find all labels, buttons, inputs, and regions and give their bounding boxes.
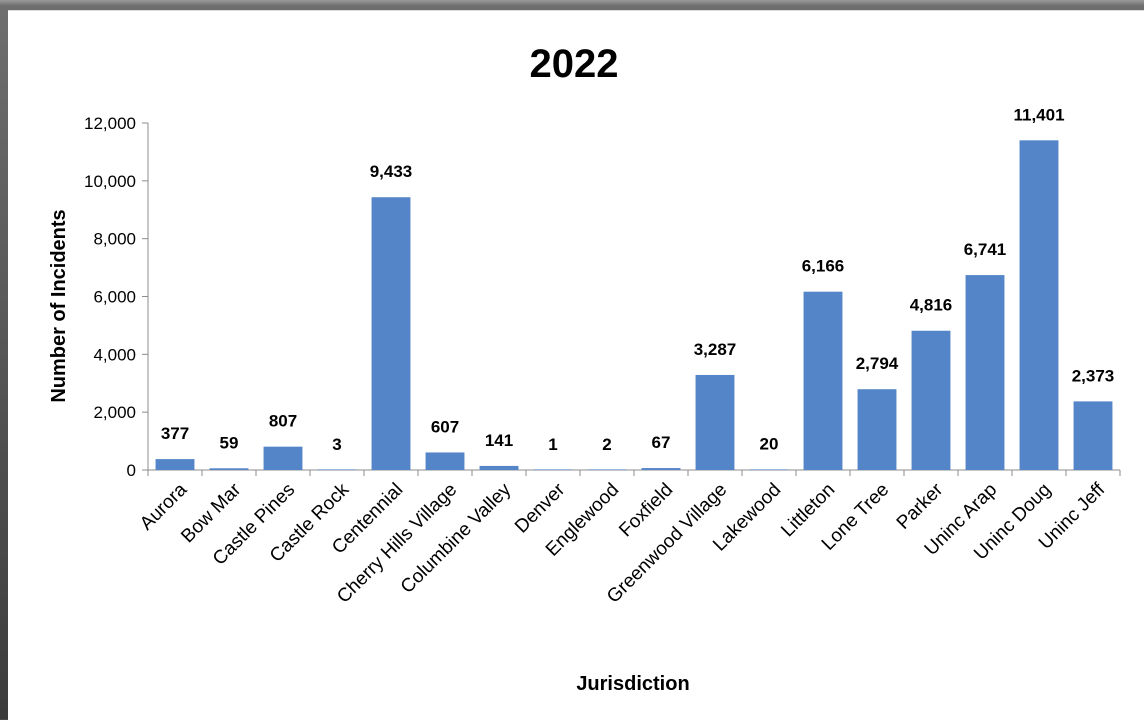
y-tick-label: 4,000 [93,345,136,364]
x-axis-title: Jurisdiction [576,673,689,695]
bar [911,330,951,470]
data-label: 807 [269,412,297,431]
bar [1073,401,1113,470]
bar [1019,140,1059,470]
y-axis-title: Number of Incidents [48,209,70,402]
bar [371,197,411,471]
bar [749,469,789,470]
data-label: 11,401 [1013,105,1064,124]
bar [641,468,681,470]
bar [209,468,249,470]
data-label: 9,433 [370,162,413,181]
data-label: 3 [332,435,341,454]
data-label: 59 [220,433,239,452]
data-label: 3,287 [694,340,737,359]
data-label: 2,794 [856,354,899,373]
data-label: 67 [652,433,671,452]
data-label: 2 [602,435,611,454]
bar [965,275,1005,470]
y-tick-label: 12,000 [84,114,136,133]
y-tick-label: 0 [127,461,136,480]
bar [857,389,897,470]
data-label: 1 [548,435,557,454]
data-label: 607 [431,417,459,436]
data-label: 377 [161,424,189,443]
y-tick-label: 8,000 [93,230,136,249]
chart-panel: 2022 Number of Incidents Jurisdiction 0 2… [8,10,1144,720]
bar [155,459,195,470]
y-tick-label: 10,000 [84,172,136,191]
data-label: 4,816 [910,296,953,315]
y-tick-label: 6,000 [93,288,136,307]
bar [317,469,357,470]
bar [533,469,573,470]
bar [695,374,735,470]
plot-area: 02,0004,0006,0008,00010,00012,000377Auro… [84,105,1121,608]
bar [803,291,843,470]
data-label: 141 [485,431,513,450]
data-label: 6,741 [964,240,1007,259]
data-label: 20 [760,434,779,453]
bar [587,469,627,470]
bar [263,446,303,470]
bar [479,465,519,470]
chart-title: 2022 [530,42,619,86]
bar-chart: 2022 Number of Incidents Jurisdiction 0 2… [48,42,1121,695]
bar [425,452,465,470]
y-tick-label: 2,000 [93,403,136,422]
data-label: 6,166 [802,257,845,276]
data-label: 2,373 [1072,366,1115,385]
